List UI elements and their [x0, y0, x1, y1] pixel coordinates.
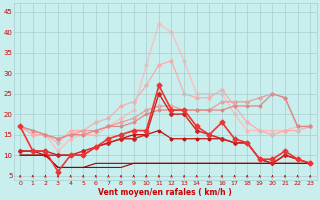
X-axis label: Vent moyen/en rafales ( km/h ): Vent moyen/en rafales ( km/h ): [98, 188, 232, 197]
